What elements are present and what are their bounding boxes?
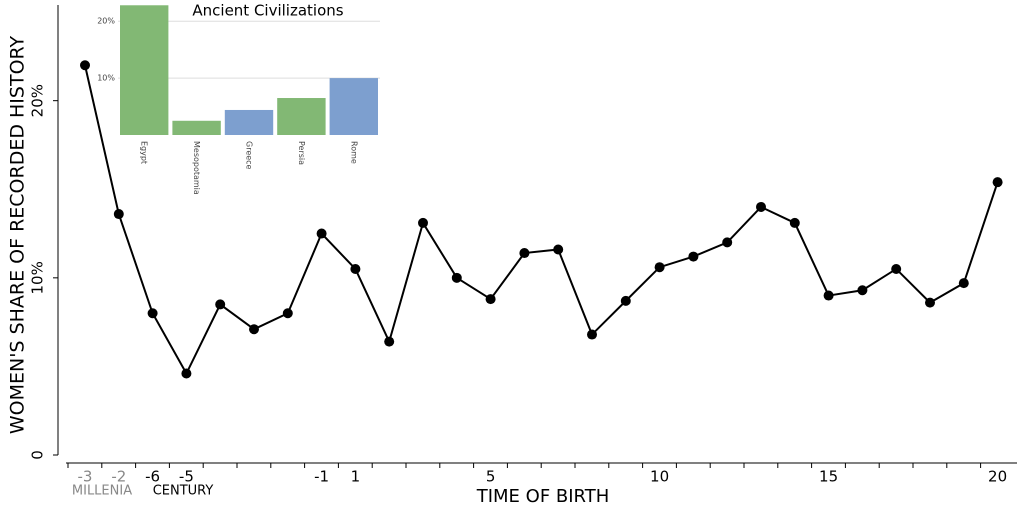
point (113, 209, 124, 220)
point (485, 294, 496, 305)
x-tick-label: Persia (297, 141, 306, 165)
x-tick-label: Rome (349, 141, 358, 164)
point (519, 248, 530, 259)
point (992, 177, 1003, 188)
x-tick-label: Egypt (140, 141, 149, 164)
inset-title: Ancient Civilizations (192, 2, 343, 20)
point (147, 308, 158, 319)
point (215, 299, 226, 310)
x-tick-label: -3 (78, 468, 93, 486)
point (857, 285, 868, 296)
axis-annotation: CENTURY (153, 484, 214, 499)
point (958, 278, 969, 289)
point (316, 228, 327, 239)
x-tick-label: -5 (179, 468, 194, 486)
bar (120, 5, 169, 135)
y-tick-label: 0 (29, 450, 47, 460)
point (654, 262, 665, 273)
point (80, 60, 90, 71)
point (282, 308, 293, 319)
y-tick-label: 10% (97, 74, 115, 83)
x-tick-label: Greece (245, 141, 254, 170)
point (620, 295, 631, 306)
x-axis-label: TIME OF BIRTH (476, 486, 610, 507)
bar (172, 120, 221, 135)
y-axis-label: WOMEN'S SHARE OF RECORDED HISTORY (7, 35, 29, 434)
point (451, 272, 462, 283)
axis-annotation: MILLENIA (72, 484, 132, 499)
point (789, 217, 800, 228)
point (891, 263, 902, 274)
point (756, 201, 766, 212)
x-tick-label: -6 (145, 468, 160, 486)
x-tick-label: 10 (650, 468, 669, 486)
point (587, 329, 597, 340)
y-tick-label: 10% (29, 261, 47, 294)
x-tick-label: 20 (988, 468, 1007, 486)
bar (329, 78, 378, 135)
point (925, 297, 935, 308)
x-tick-label: 15 (819, 468, 838, 486)
line (84, 65, 999, 376)
x-tick-label: Mesopotamia (192, 141, 201, 195)
y-tick-label: 20% (97, 17, 115, 26)
point (249, 324, 259, 335)
y-tick-label: 20% (29, 84, 47, 117)
point (350, 263, 361, 274)
bar (277, 98, 326, 135)
x-tick-label: -2 (111, 468, 126, 486)
point (823, 290, 834, 301)
x-tick-label: 5 (486, 468, 496, 486)
point (384, 336, 395, 347)
x-tick-label: 1 (351, 468, 361, 486)
point (553, 244, 564, 255)
point (722, 237, 733, 248)
x-tick-label: -1 (314, 468, 329, 486)
bar (224, 109, 274, 135)
point (181, 368, 192, 379)
point (688, 251, 699, 262)
point (418, 217, 428, 228)
